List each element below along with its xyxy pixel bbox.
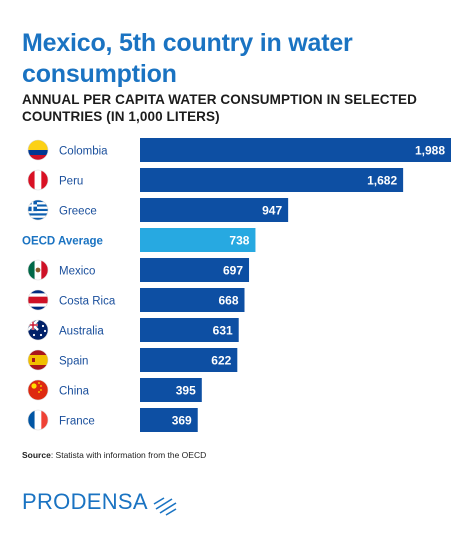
france-flag-icon (27, 409, 49, 431)
data-label: 738 (229, 234, 249, 248)
data-label: 369 (172, 414, 192, 428)
prodensa-logo: PRODENSA (22, 488, 178, 516)
bar (140, 228, 256, 252)
bar-row-colombia: Colombia 1,988 (27, 138, 451, 162)
bar-row-mexico: Mexico 697 (27, 258, 250, 282)
bar-row-peru: Peru 1,682 (27, 168, 404, 192)
australia-flag-icon (27, 319, 49, 341)
bar-chart: Colombia 1,988 Peru 1,682 Greece 947 OECD Aver… (22, 138, 451, 432)
bar-row-china: China 395 (27, 378, 202, 402)
bar-row-spain: Spain 622 (27, 348, 238, 372)
chart-subtitle: ANNUAL PER CAPITA WATER CONSUMPTION IN S… (22, 92, 417, 124)
bar-row-australia: Australia 631 (27, 318, 239, 342)
spain-flag-icon (27, 349, 49, 371)
bar-row-france: France 369 (27, 408, 198, 432)
bar (140, 348, 238, 372)
category-label: Spain (59, 356, 88, 368)
category-label: Peru (59, 176, 83, 188)
logo-stripes-icon (153, 497, 177, 516)
category-label: France (59, 416, 95, 428)
data-label: 395 (176, 384, 196, 398)
peru-flag-icon (27, 169, 49, 191)
mexico-flag-icon (27, 259, 49, 281)
greece-flag-icon (27, 199, 49, 221)
colombia-flag-icon (27, 139, 49, 161)
data-label: 1,682 (367, 174, 397, 188)
category-label: Colombia (59, 146, 108, 158)
bar (140, 408, 198, 432)
bar (140, 378, 202, 402)
data-label: 697 (223, 264, 243, 278)
bar (140, 198, 289, 222)
data-label: 622 (211, 354, 231, 368)
category-label: China (59, 386, 90, 398)
bar (140, 138, 451, 162)
bar-row-greece: Greece 947 (27, 198, 289, 222)
data-label: 1,988 (415, 144, 445, 158)
costa-rica-flag-icon (27, 289, 49, 311)
category-label: Costa Rica (59, 296, 116, 308)
data-label: 947 (262, 204, 282, 218)
bar (140, 168, 404, 192)
bar-row-costa-rica: Costa Rica 668 (27, 288, 245, 312)
bar-row-oecd-average: OECD Average 738 (22, 228, 256, 252)
category-label: Greece (59, 206, 97, 218)
category-label: Australia (59, 326, 104, 338)
source-text: : Statista with information from the OEC… (50, 450, 207, 460)
data-label: 631 (213, 324, 233, 338)
bar (140, 318, 239, 342)
logo-text: PRODENSA (22, 489, 148, 514)
bar (140, 288, 245, 312)
source-note: Source: Statista with information from t… (22, 450, 206, 460)
data-label: 668 (218, 294, 238, 308)
page-title: Mexico, 5th country in water consumption (22, 29, 353, 88)
bar (140, 258, 250, 282)
china-flag-icon (27, 379, 49, 401)
source-label: Source (22, 450, 51, 460)
category-label: OECD Average (22, 236, 103, 248)
category-label: Mexico (59, 266, 95, 278)
